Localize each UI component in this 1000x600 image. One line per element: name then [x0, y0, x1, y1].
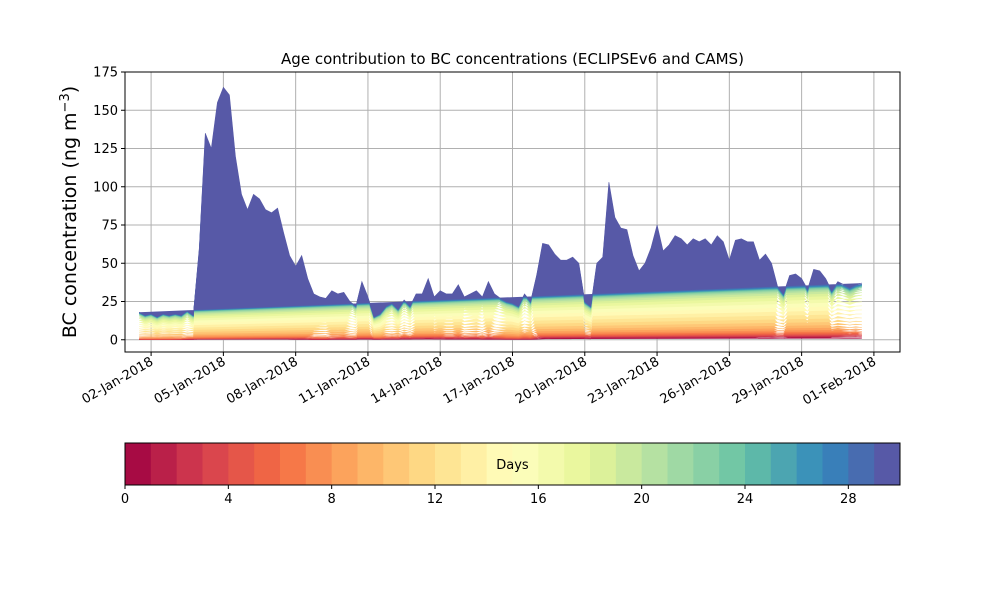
x-axis: 02-Jan-201805-Jan-201808-Jan-201811-Jan-… — [80, 352, 879, 408]
y-axis-label-close: ) — [59, 86, 81, 93]
x-tick-label: 02-Jan-2018 — [80, 354, 157, 407]
colorbar-cell — [357, 443, 384, 485]
colorbar-cell — [331, 443, 358, 485]
colorbar-cell — [719, 443, 746, 485]
colorbar-cell — [538, 443, 565, 485]
colorbar-cell — [796, 443, 823, 485]
colorbar-tick-label: 24 — [737, 492, 754, 507]
colorbar-cell — [745, 443, 772, 485]
age-bin-area-29 — [138, 86, 862, 318]
y-tick-label: 50 — [101, 257, 118, 272]
colorbar-cell — [280, 443, 307, 485]
y-axis-label-main: BC concentration (ng m — [59, 112, 81, 338]
colorbar-cell — [874, 443, 901, 485]
colorbar-cell — [667, 443, 694, 485]
colorbar-cell — [150, 443, 178, 485]
x-tick-label: 08-Jan-2018 — [224, 354, 301, 407]
age-bin-areas — [138, 86, 862, 341]
x-tick-label: 11-Jan-2018 — [296, 354, 373, 407]
y-tick-label: 25 — [101, 295, 118, 310]
colorbar-cell — [512, 443, 539, 485]
y-tick-label: 100 — [93, 180, 118, 195]
x-tick-label: 29-Jan-2018 — [730, 354, 807, 407]
x-tick-label: 14-Jan-2018 — [369, 354, 446, 407]
colorbar-cell — [435, 443, 462, 485]
plot-frame — [124, 71, 901, 353]
plot-area: 02-Jan-201805-Jan-201808-Jan-201811-Jan-… — [80, 66, 901, 408]
colorbar-cell — [305, 443, 333, 485]
y-tick-label: 75 — [101, 219, 118, 234]
colorbar-cell — [176, 443, 203, 485]
colorbar-cell — [202, 443, 229, 485]
y-axis-label-exponent: −3 — [58, 93, 73, 112]
colorbar-cell — [848, 443, 875, 485]
colorbar-cell — [590, 443, 617, 485]
x-tick-label: 26-Jan-2018 — [658, 354, 735, 407]
colorbar-tick-label: 8 — [328, 492, 336, 507]
x-tick-label: 23-Jan-2018 — [585, 354, 662, 407]
x-tick-label: 01-Feb-2018 — [800, 354, 879, 408]
y-tick-label: 125 — [93, 142, 118, 157]
colorbar-cell — [564, 443, 591, 485]
chart-title: Age contribution to BC concentrations (E… — [281, 50, 744, 68]
colorbar-frame — [124, 442, 901, 486]
x-tick-label: 05-Jan-2018 — [152, 354, 229, 407]
colorbar-cell — [486, 443, 513, 485]
y-axis-label: BC concentration (ng m−3) — [58, 86, 81, 338]
y-tick-label: 0 — [110, 333, 118, 348]
colorbar-tick-label: 0 — [121, 492, 129, 507]
colorbar-cell — [228, 443, 255, 485]
colorbar-tick-label: 16 — [530, 492, 547, 507]
colorbar-cell — [615, 443, 643, 485]
colorbar-cell — [822, 443, 849, 485]
colorbar-cell — [770, 443, 798, 485]
colorbar-ticks: 0 4 8 12 16 20 24 28 — [121, 485, 857, 507]
x-tick-label: 20-Jan-2018 — [513, 354, 590, 407]
colorbar-tick-label: 28 — [840, 492, 857, 507]
colorbar-cell — [383, 443, 410, 485]
colorbar-cell — [460, 443, 488, 485]
y-axis: 0 25 50 75 100 125 150 175 — [93, 66, 125, 348]
colorbar-cell — [641, 443, 668, 485]
colorbar-cell — [409, 443, 436, 485]
y-tick-label: 150 — [93, 104, 118, 119]
colorbar: Days 0 4 8 12 16 20 24 28 — [121, 442, 901, 507]
colorbar-cell — [125, 443, 152, 485]
colorbar-tick-label: 12 — [427, 492, 444, 507]
colorbar-cell — [693, 443, 720, 485]
colorbar-tick-label: 4 — [224, 492, 232, 507]
colorbar-tick-label: 20 — [633, 492, 650, 507]
colorbar-cells — [125, 443, 901, 485]
y-tick-label: 175 — [93, 66, 118, 81]
colorbar-cell — [254, 443, 281, 485]
colorbar-label: Days — [496, 458, 529, 473]
x-tick-label: 17-Jan-2018 — [441, 354, 518, 407]
